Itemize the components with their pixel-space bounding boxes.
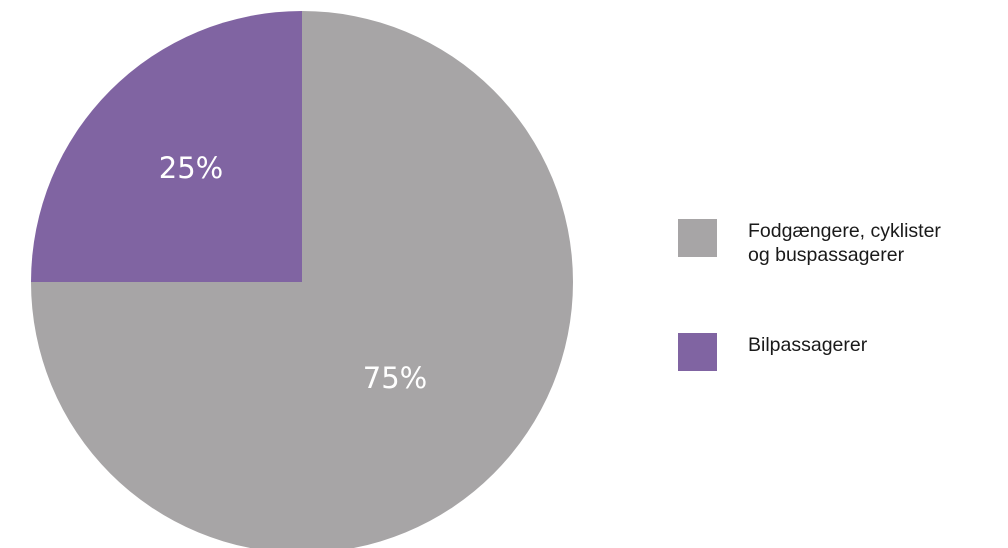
legend-item-pedestrians: Fodgængere, cyklister og buspassagerer bbox=[678, 219, 988, 267]
legend-swatch-pedestrians bbox=[678, 219, 717, 257]
legend-label-car-passengers: Bilpassagerer bbox=[748, 334, 868, 356]
legend-swatch-car-passengers bbox=[678, 333, 717, 371]
slice-label-pedestrians: 75% bbox=[363, 361, 427, 395]
slice-label-car-passengers: 25% bbox=[159, 151, 223, 185]
legend-item-car-passengers: Bilpassagerer bbox=[678, 333, 988, 371]
pie-slice-car-passengers bbox=[31, 11, 302, 282]
legend-label-pedestrians: Fodgængere, cyklister og buspassagerer bbox=[748, 220, 941, 266]
pie-chart: 75% 25% bbox=[31, 11, 573, 548]
pie-slice-pedestrians bbox=[31, 11, 573, 548]
